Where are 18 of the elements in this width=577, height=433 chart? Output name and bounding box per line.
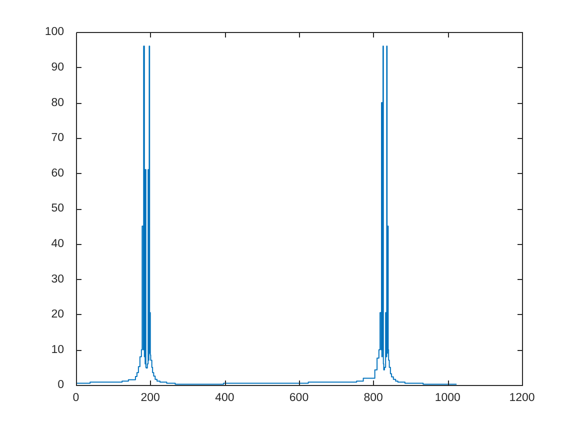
y-tick-label: 40	[51, 238, 64, 250]
x-tick-label: 1200	[509, 392, 535, 404]
y-tick-label: 20	[51, 308, 64, 321]
y-tick-label: 100	[44, 26, 64, 38]
y-tick-label: 10	[51, 344, 64, 356]
y-tick-label: 80	[51, 96, 64, 109]
y-tick-label: 50	[51, 202, 64, 215]
y-tick-label: 70	[51, 132, 64, 144]
x-tick-label: 0	[72, 392, 80, 404]
y-tick-label: 30	[51, 273, 64, 286]
y-tick-label: 0	[58, 379, 64, 392]
y-tick-label: 90	[51, 61, 64, 74]
x-tick-label: 400	[215, 392, 234, 404]
x-tick-label: 600	[289, 392, 309, 404]
x-tick-label: 200	[140, 392, 160, 404]
x-tick-label: 800	[364, 392, 383, 404]
y-tick-label: 60	[51, 167, 64, 180]
x-tick-label: 1000	[434, 392, 460, 404]
